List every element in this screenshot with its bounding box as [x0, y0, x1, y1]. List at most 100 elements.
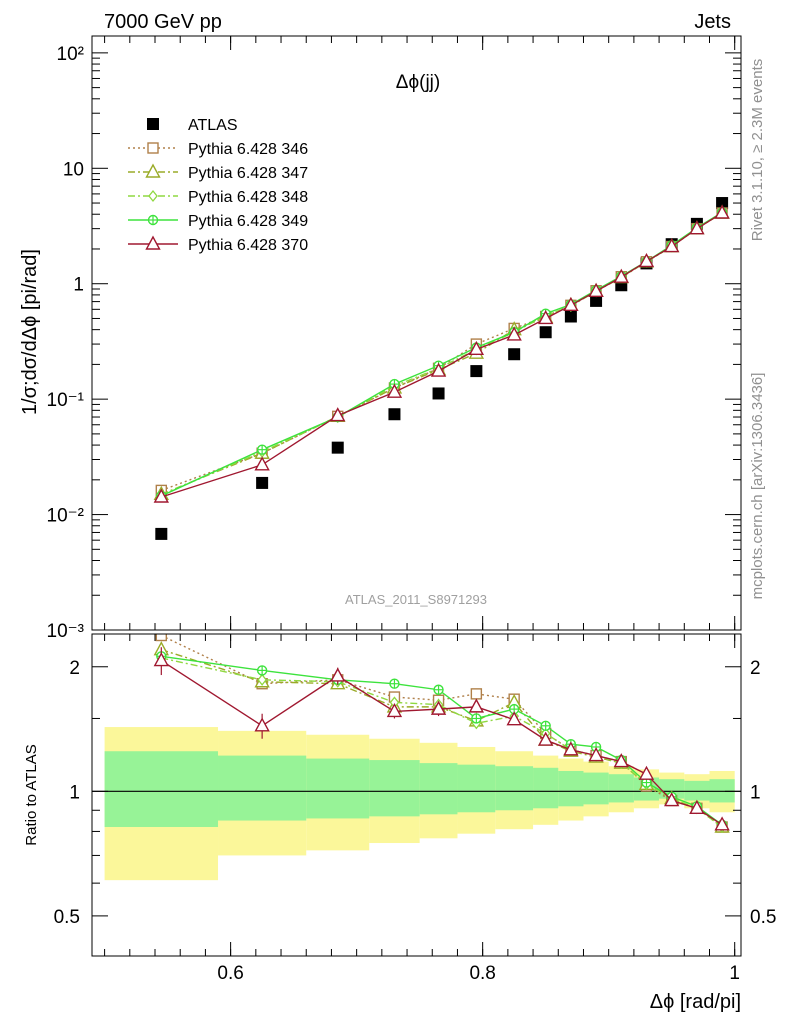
rivet-label: Rivet 3.1.10, ≥ 2.3M events: [749, 59, 766, 242]
y-tick-label: 10⁻²: [47, 506, 85, 527]
series-0-point: [716, 197, 729, 210]
x-tick-label: 1: [729, 963, 740, 984]
ratio-tick-label: 2: [69, 658, 80, 679]
series-5-point: [430, 362, 447, 377]
series-5-ratio-point: [588, 747, 604, 762]
series-0-point: [331, 441, 344, 454]
inner-band-bin: [369, 760, 420, 817]
inner-band-bin: [218, 755, 307, 821]
series-5-point: [588, 282, 604, 297]
series-5-ratio-point: [468, 698, 485, 713]
series-5-point: [386, 383, 403, 398]
legend-entry: ATLAS: [147, 117, 238, 134]
series-0-point: [388, 408, 401, 421]
series-5-point: [506, 326, 522, 341]
ratio-axis-label: Ratio to ATLAS: [23, 744, 40, 845]
series-1-ratio-line: [161, 634, 723, 828]
legend-label: Pythia 6.428 348: [188, 189, 308, 206]
ratio-tick-label-right: 2: [750, 658, 761, 679]
series-4-ratio-point: [389, 678, 400, 689]
ratio-tick-label: 0.5: [54, 907, 80, 928]
series-5-ratio-point: [386, 702, 403, 718]
legend-entry: Pythia 6.428 346: [128, 141, 308, 158]
series-4-ratio-point: [540, 720, 551, 732]
header-left: 7000 GeV pp: [104, 11, 222, 33]
y-tick-label: 1: [73, 275, 84, 296]
series-5-point: [638, 252, 655, 268]
series-5-point: [689, 220, 705, 235]
series-0-point: [470, 365, 483, 378]
series-4-ratio-point: [471, 713, 482, 724]
axes: 0.6 0.8 1 10⁻³ 10⁻² 10⁻¹ 1 10 10² 0.5 0.5 1 1 2 2: [47, 36, 776, 984]
x-tick-label: 0.8: [469, 963, 495, 984]
legend-label: ATLAS: [188, 117, 238, 134]
inner-band-bin: [419, 763, 458, 815]
series-5-line: [161, 212, 723, 498]
inner-band-bin: [457, 764, 496, 813]
series-4-ratio-point: [508, 703, 520, 715]
ratio-tick-label: 1: [69, 782, 80, 803]
y-tick-label: 10⁻³: [47, 621, 85, 642]
inner-band-bin: [533, 767, 559, 809]
series-5-ratio-point: [537, 731, 554, 746]
series-3-line: [161, 212, 723, 496]
series-1-line: [161, 212, 723, 492]
series-5-point: [153, 488, 169, 503]
ratio-bands: [104, 727, 735, 881]
legend-marker: [147, 118, 159, 130]
legend-marker: [147, 142, 159, 154]
ratio-tick-label-right: 1: [750, 782, 761, 803]
series-1-ratio-point: [470, 688, 483, 700]
series-5-ratio-point: [430, 700, 447, 715]
series-5-point: [330, 407, 346, 422]
series-0-point: [256, 476, 269, 489]
legend-marker: [147, 214, 159, 226]
series-3-ratio-point: [257, 673, 267, 686]
series-5-point: [714, 204, 730, 219]
analysis-label: ATLAS_2011_S8971293: [345, 592, 487, 607]
series-5-ratio-point: [664, 792, 680, 807]
series-5-point: [664, 238, 680, 253]
series-5-ratio-point: [689, 799, 705, 814]
legend-marker: [145, 163, 161, 178]
y-tick-label: 10: [63, 159, 84, 180]
inner-band-bin: [608, 774, 634, 803]
series-0-point: [539, 326, 552, 339]
ratio-tick-label-right: 0.5: [750, 907, 776, 928]
series-5-ratio-point: [563, 741, 579, 756]
inner-band-bin: [306, 758, 370, 819]
legend-label: Pythia 6.428 370: [188, 237, 308, 254]
legend: ATLAS Pythia 6.428 346 Pythia 6.428 347 Pyt…: [128, 117, 308, 254]
series-5-point: [563, 296, 579, 312]
series-5-point: [468, 340, 485, 356]
series-5-ratio-point: [153, 652, 169, 667]
series-2-ratio-line: [161, 648, 723, 828]
legend-label: Pythia 6.428 346: [188, 141, 308, 158]
mcplots-label: mcplots.cern.ch [arXiv:1306.3436]: [749, 373, 766, 600]
series-5-point: [613, 268, 629, 283]
legend-label: Pythia 6.428 347: [188, 165, 308, 182]
series-4-ratio-point: [433, 684, 444, 695]
series-4-ratio-point: [256, 665, 268, 676]
series-0-point: [155, 527, 168, 540]
series-0-point: [564, 310, 577, 323]
series-3-ratio-line: [161, 657, 723, 828]
series-5-ratio-point: [613, 753, 629, 768]
legend-entry: Pythia 6.428 347: [128, 163, 308, 182]
series-5-ratio-point: [330, 667, 346, 682]
legend-entry: Pythia 6.428 370: [128, 235, 308, 254]
inner-band-bin: [495, 766, 534, 811]
series-5-point: [537, 309, 554, 325]
series-5-ratio-point: [254, 717, 270, 732]
y-tick-label: 10⁻¹: [47, 390, 85, 411]
series-4-line: [161, 211, 723, 497]
series-5-ratio-point: [506, 711, 522, 726]
series-4-ratio-point: [641, 777, 652, 788]
series-5-point: [254, 456, 270, 471]
ratio-frame: [91, 633, 742, 957]
series-5-ratio-point: [638, 765, 655, 780]
inner-band-bin: [583, 772, 609, 805]
x-tick-label: 0.6: [217, 963, 243, 984]
series-1-ratio-point: [155, 634, 168, 642]
y-tick-label: 10²: [57, 44, 84, 65]
